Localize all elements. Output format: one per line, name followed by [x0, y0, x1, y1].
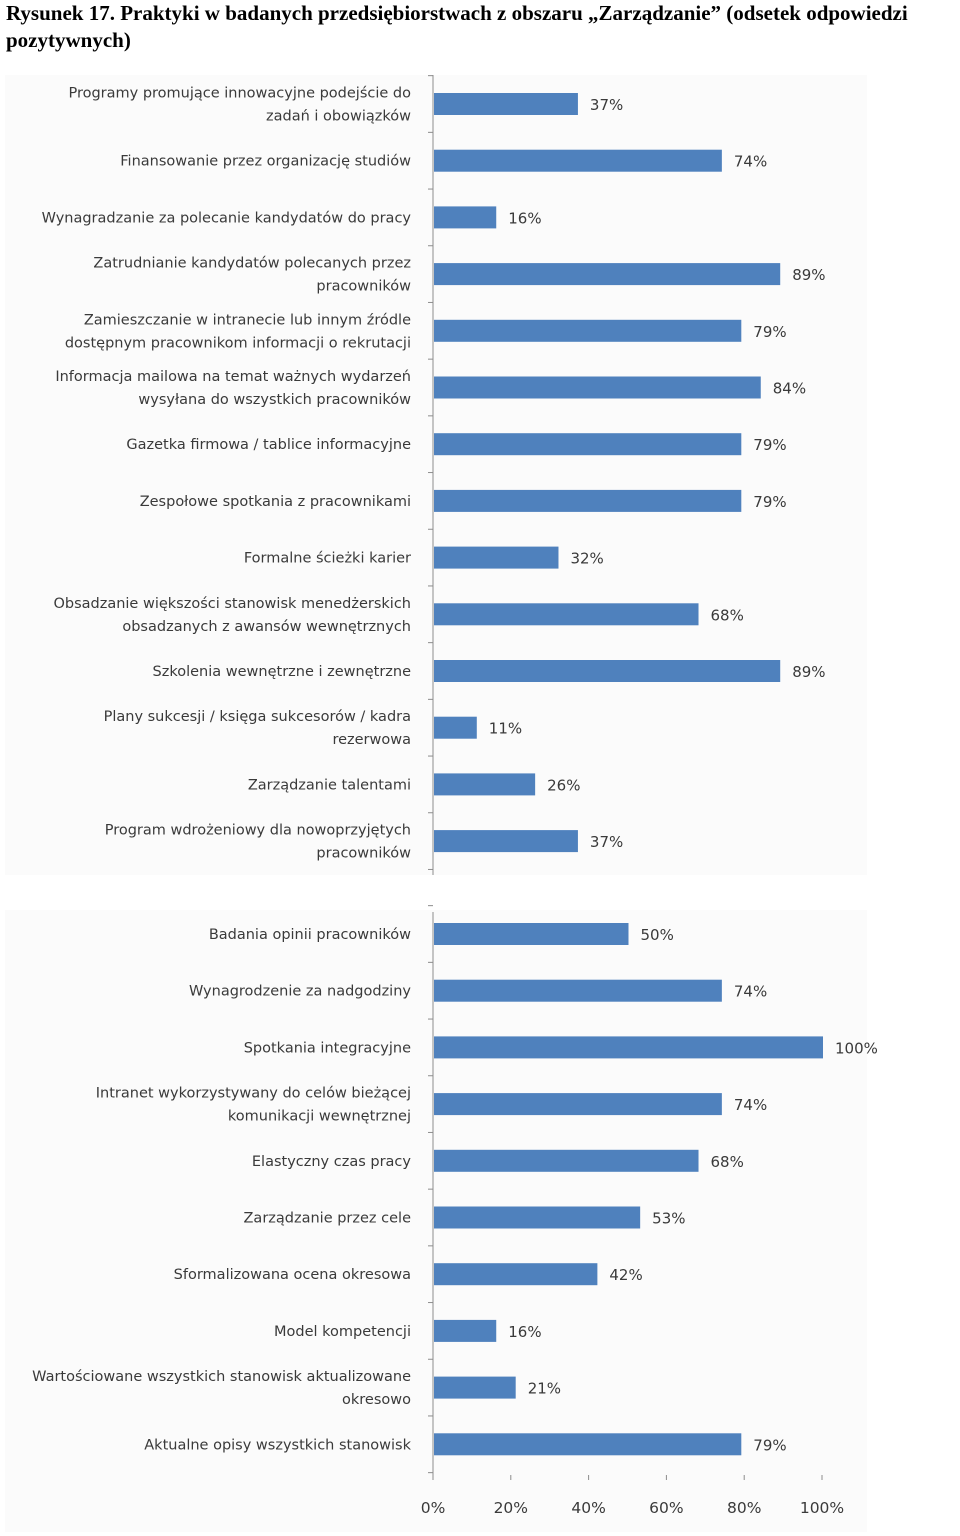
category-label: Model kompetencji [274, 1324, 411, 1340]
bar [434, 1263, 598, 1286]
data-label: 79% [753, 323, 786, 341]
bar [434, 830, 578, 853]
data-label: 84% [773, 380, 806, 398]
category-label: Sformalizowana ocena okresowa [174, 1267, 411, 1283]
data-label: 37% [590, 833, 623, 851]
data-label: 79% [753, 493, 786, 511]
data-label: 21% [528, 1380, 561, 1398]
data-label: 16% [508, 1323, 541, 1341]
category-label: Intranet wykorzystywany do celów bieżące… [96, 1086, 411, 1102]
x-tick-label: 40% [571, 1499, 605, 1517]
category-label: Obsadzanie większości stanowisk menedżer… [53, 596, 411, 612]
data-label: 79% [753, 436, 786, 454]
bar [434, 546, 559, 569]
bar [434, 319, 742, 342]
category-label: Szkolenia wewnętrzne i zewnętrzne [153, 664, 412, 680]
data-label: 100% [835, 1039, 878, 1057]
bar [434, 1093, 722, 1116]
data-label: 79% [753, 1436, 786, 1454]
bar [434, 1036, 823, 1059]
category-label: Wartościowane wszystkich stanowisk aktua… [32, 1369, 411, 1385]
bar [434, 1376, 516, 1399]
data-label: 11% [489, 720, 522, 738]
data-label: 32% [570, 550, 603, 568]
category-label: Badania opinii pracowników [209, 927, 411, 943]
category-label: pracowników [316, 846, 411, 862]
category-label: pracowników [316, 279, 411, 295]
bar [434, 923, 629, 945]
bar [434, 376, 761, 399]
bar [434, 263, 781, 286]
bar [434, 773, 536, 796]
bar [434, 1149, 699, 1172]
data-label: 53% [652, 1210, 685, 1228]
category-label: Wynagradzanie za polecanie kandydatów do… [42, 210, 412, 226]
category-label: dostępnym pracownikom informacji o rekru… [65, 335, 411, 351]
data-label: 74% [734, 153, 767, 171]
chart-panel-1 [5, 75, 867, 875]
bar [434, 603, 699, 626]
category-label: okresowo [342, 1392, 411, 1408]
bar [434, 1433, 742, 1456]
category-label: Informacja mailowa na temat ważnych wyda… [55, 369, 411, 385]
data-label: 42% [609, 1266, 642, 1284]
category-label: Plany sukcesji / księga sukcesorów / kad… [104, 709, 411, 725]
category-label: obsadzanych z awansów wewnętrznych [122, 619, 411, 635]
category-label: Finansowanie przez organizację studiów [120, 154, 411, 170]
data-label: 26% [547, 776, 580, 794]
x-tick-label: 20% [494, 1499, 528, 1517]
category-label: Aktualne opisy wszystkich stanowisk [144, 1437, 411, 1453]
x-tick-label: 80% [727, 1499, 761, 1517]
bar [434, 1319, 497, 1342]
category-label: Wynagrodzenie za nadgodziny [189, 984, 411, 1000]
x-tick-label: 100% [800, 1499, 844, 1517]
data-label: 68% [711, 606, 744, 624]
category-label: Spotkania integracyjne [244, 1040, 411, 1056]
bar [434, 93, 578, 115]
bar [434, 206, 497, 229]
data-label: 68% [711, 1153, 744, 1171]
category-label: rezerwowa [332, 732, 411, 748]
category-label: Zespołowe spotkania z pracownikami [140, 494, 411, 510]
category-label: wysyłana do wszystkich pracowników [138, 392, 411, 408]
data-label: 89% [792, 266, 825, 284]
bar [434, 716, 477, 739]
bar [434, 1206, 641, 1229]
bar [434, 149, 722, 172]
category-label: Zamieszczanie w intranecie lub innym źró… [84, 312, 411, 328]
bar [434, 660, 781, 682]
data-label: 89% [792, 663, 825, 681]
category-label: Zatrudnianie kandydatów polecanych przez [93, 256, 411, 272]
data-label: 74% [734, 1096, 767, 1114]
x-tick-label: 0% [421, 1499, 446, 1517]
data-label: 74% [734, 983, 767, 1001]
x-tick-label: 60% [649, 1499, 683, 1517]
category-label: komunikacji wewnętrznej [228, 1109, 411, 1125]
category-label: Elastyczny czas pracy [252, 1154, 412, 1170]
data-label: 16% [508, 209, 541, 227]
figure-caption: Rysunek 17. Praktyki w badanych przedsię… [6, 1, 908, 52]
category-label: Programy promujące innowacyjne podejście… [68, 86, 411, 102]
category-label: Gazetka firmowa / tablice informacyjne [126, 437, 411, 453]
category-label: Zarządzanie talentami [248, 777, 411, 793]
bar [434, 489, 742, 512]
category-label: Program wdrożeniowy dla nowoprzyjętych [105, 823, 411, 839]
category-label: zadań i obowiązków [266, 109, 411, 125]
bar [434, 433, 742, 456]
category-label: Formalne ścieżki karier [244, 551, 411, 567]
data-label: 50% [641, 926, 674, 944]
bar [434, 979, 722, 1002]
data-label: 37% [590, 96, 623, 114]
category-label: Zarządzanie przez cele [244, 1211, 412, 1227]
